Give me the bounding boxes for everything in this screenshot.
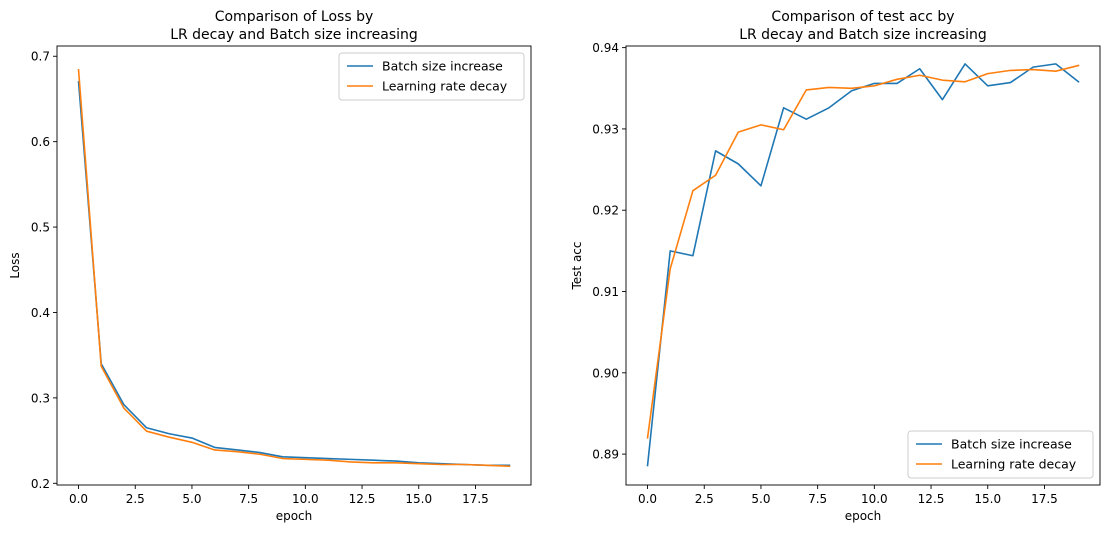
x-tick-label: 0.0 — [69, 492, 88, 506]
x-tick-label: 12.5 — [349, 492, 376, 506]
legend-box — [338, 52, 525, 101]
chart-title-line-2: LR decay and Batch size increasing — [170, 27, 418, 43]
x-tick-label: 10.0 — [292, 492, 319, 506]
x-tick-label: 5.0 — [182, 492, 201, 506]
x-tick-label: 5.0 — [751, 492, 770, 506]
y-tick-label: 0.2 — [31, 477, 50, 491]
y-tick-label: 0.94 — [592, 41, 619, 55]
x-axis-label: epoch — [276, 509, 313, 523]
y-tick-label: 0.7 — [31, 50, 50, 64]
series-line-learning-rate-decay — [646, 64, 1080, 439]
x-tick-label: 15.0 — [405, 492, 432, 506]
axes-frame — [625, 45, 1101, 486]
x-tick-label: 2.5 — [695, 492, 714, 506]
x-tick-label: 0.0 — [638, 492, 657, 506]
y-tick-label: 0.93 — [592, 122, 619, 136]
legend: Batch size increase Learning rate decay — [907, 430, 1094, 479]
chart-title-line-2: LR decay and Batch size increasing — [739, 27, 987, 43]
y-tick-label: 0.3 — [31, 391, 50, 405]
x-tick-label: 7.5 — [239, 492, 258, 506]
x-tick-label: 15.0 — [974, 492, 1001, 506]
series-line-batch-size-increase — [77, 81, 511, 467]
y-tick-label: 0.92 — [592, 204, 619, 218]
y-tick-label: 0.91 — [592, 285, 619, 299]
x-tick-label: 7.5 — [808, 492, 827, 506]
y-axis-label: Test acc — [570, 242, 584, 291]
subplot-2: Comparison of test acc by LR decay and Ba… — [570, 9, 1101, 523]
series-line-learning-rate-decay — [77, 69, 511, 468]
legend: Batch size increase Learning rate decay — [338, 52, 525, 101]
series-line-batch-size-increase — [646, 63, 1080, 467]
legend-label: Batch size increase — [951, 437, 1072, 452]
x-tick-label: 12.5 — [918, 492, 945, 506]
y-tick-label: 0.90 — [592, 366, 619, 380]
x-tick-label: 17.5 — [462, 492, 489, 506]
y-tick-label: 0.4 — [31, 306, 50, 320]
legend-label: Batch size increase — [382, 59, 503, 74]
subplot-1: Comparison of Loss by LR decay and Batch … — [8, 9, 532, 523]
y-tick-label: 0.6 — [31, 135, 50, 149]
x-tick-label: 17.5 — [1031, 492, 1058, 506]
chart-title-line-1: Comparison of test acc by — [771, 9, 954, 25]
y-axis-label: Loss — [8, 252, 22, 278]
legend-label: Learning rate decay — [951, 457, 1077, 472]
chart-title-line-1: Comparison of Loss by — [215, 9, 374, 25]
x-tick-label: 10.0 — [861, 492, 888, 506]
x-axis-label: epoch — [845, 509, 882, 523]
x-tick-label: 2.5 — [126, 492, 145, 506]
legend-label: Learning rate decay — [382, 79, 508, 94]
y-tick-label: 0.5 — [31, 221, 50, 235]
legend-box — [907, 430, 1094, 479]
y-tick-label: 0.89 — [592, 448, 619, 462]
axes-frame — [56, 45, 532, 486]
